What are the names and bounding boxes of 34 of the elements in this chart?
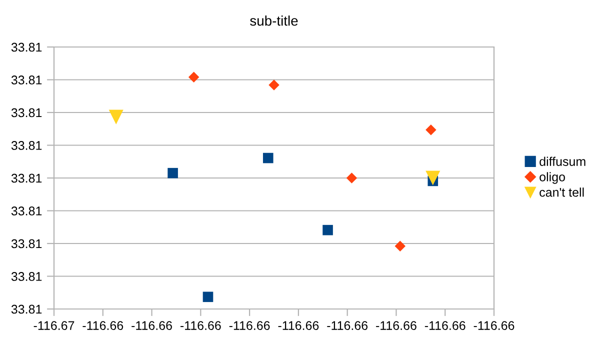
y-tick-label: 33.81 <box>11 239 42 248</box>
point <box>268 80 280 90</box>
point <box>426 170 440 186</box>
point <box>108 110 124 124</box>
x-tick-label: -116.66 <box>278 321 319 330</box>
point <box>202 292 214 302</box>
legend-label: diffusum <box>540 156 586 166</box>
x-tick-label: -116.67 <box>34 321 74 330</box>
legend-label: oligo <box>540 172 565 184</box>
point <box>168 168 178 178</box>
y-tick-label: 33.81 <box>11 108 42 118</box>
point <box>346 172 358 184</box>
chart-title: sub-title <box>250 16 298 26</box>
point <box>188 72 200 83</box>
y-tick-label: 33.81 <box>11 304 42 314</box>
point <box>426 124 436 136</box>
point <box>394 240 406 252</box>
x-tick-label: -116.66 <box>82 321 124 330</box>
y-tick-label: 33.81 <box>11 174 42 183</box>
x-tick-label: -116.66 <box>229 321 270 330</box>
x-tick-label: -116.66 <box>327 321 368 330</box>
x-tick-label: -116.66 <box>132 321 172 330</box>
x-tick-label: -116.66 <box>424 321 466 330</box>
y-tick-label: 33.81 <box>11 76 42 84</box>
x-tick-label: -116.66 <box>474 321 514 330</box>
legend-label: can't tell <box>540 188 584 197</box>
y-tick-label: 33.81 <box>11 141 42 150</box>
x-tick-label: -116.66 <box>376 321 416 330</box>
point <box>322 224 333 236</box>
y-tick-label: 33.81 <box>11 206 42 216</box>
point <box>262 152 274 164</box>
y-tick-label: 33.81 <box>11 272 42 281</box>
x-tick-label: -116.66 <box>180 321 221 330</box>
y-tick-label: 33.81 <box>11 42 42 52</box>
